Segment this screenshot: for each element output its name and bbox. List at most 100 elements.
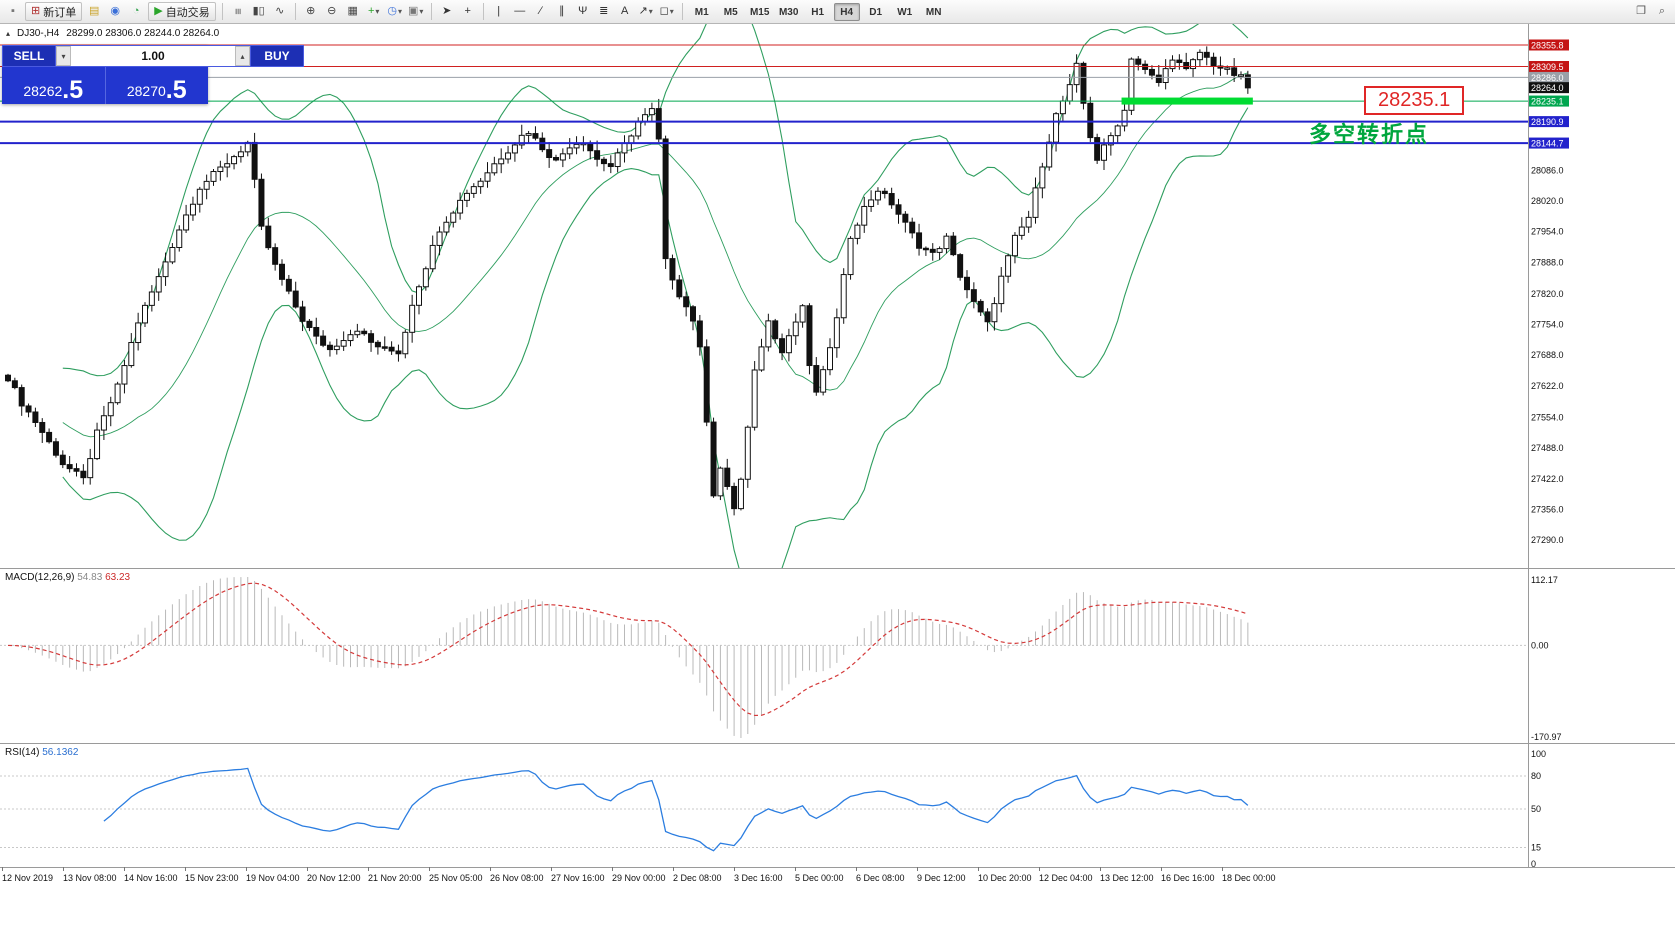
expand-icon[interactable]: ▴ bbox=[6, 29, 11, 38]
price-tick: 27422.0 bbox=[1531, 474, 1564, 484]
price-tick: 27688.0 bbox=[1531, 350, 1564, 360]
timeframe-d1-button[interactable]: D1 bbox=[869, 6, 883, 18]
time-tick-label: 16 Dec 16:00 bbox=[1161, 873, 1215, 883]
macd-indicator-label: MACD(12,26,9) 54.83 63.23 bbox=[5, 572, 131, 583]
volume-input[interactable] bbox=[71, 46, 235, 66]
ohlc-values: 28299.0 28306.0 28244.0 28264.0 bbox=[66, 28, 220, 39]
arrows-icon[interactable]: ↗ ▾ bbox=[636, 2, 656, 21]
chevron-down-icon: ▾ bbox=[397, 7, 402, 16]
text-icon[interactable]: A bbox=[615, 2, 635, 21]
timeframe-h4-button[interactable]: H4 bbox=[833, 2, 860, 21]
rsi-axis-tick: 0 bbox=[1531, 859, 1536, 869]
time-tick-label: 19 Nov 04:00 bbox=[246, 873, 300, 883]
rsi-axis-tick: 100 bbox=[1531, 749, 1546, 759]
time-tick-label: 9 Dec 12:00 bbox=[917, 873, 966, 883]
price-tick: 28086.0 bbox=[1531, 165, 1564, 175]
new-order-button[interactable]: ⊞ 新订单 bbox=[25, 2, 83, 21]
terminal-icon[interactable]: ◔ bbox=[126, 2, 146, 21]
time-tick-label: 12 Nov 2019 bbox=[2, 873, 53, 883]
new-chart-icon[interactable]: ❐ bbox=[1631, 2, 1651, 21]
price-line-label bbox=[1529, 71, 1569, 83]
time-tick-label: 2 Dec 08:00 bbox=[673, 873, 722, 883]
volume-field: ▾ ▴ bbox=[56, 45, 250, 67]
chevron-down-icon: ▾ bbox=[669, 7, 674, 16]
templates-icon-glyph: ▣ bbox=[407, 5, 419, 17]
macd-signal-line bbox=[7, 582, 1249, 717]
search-icon[interactable]: ⌕ bbox=[1652, 2, 1672, 21]
ask-main-digits: 28270 bbox=[126, 83, 166, 99]
line-chart-icon[interactable]: ∿ bbox=[270, 2, 290, 21]
horizontal-line-icon[interactable]: — bbox=[510, 2, 530, 21]
price-tick: 27554.0 bbox=[1531, 412, 1564, 422]
svg-text:28286.0: 28286.0 bbox=[1531, 73, 1564, 83]
indicators-icon[interactable]: + ▾ bbox=[364, 2, 384, 21]
market-watch-icon[interactable]: ▤ bbox=[84, 2, 104, 21]
timeframe-m30-button[interactable]: M30 bbox=[778, 6, 799, 18]
turning-point-note[interactable]: 多空转折点 bbox=[1309, 122, 1430, 147]
bar-chart-icon[interactable]: ≡ bbox=[228, 2, 248, 21]
macd-histogram bbox=[14, 577, 1249, 738]
autotrade-button[interactable]: ▶ 自动交易 bbox=[148, 2, 216, 21]
timeframe-m15-button[interactable]: M15 bbox=[749, 6, 770, 18]
terminal-icon-glyph: ◔ bbox=[132, 5, 140, 17]
timeframe-m1-button[interactable]: M1 bbox=[694, 6, 709, 18]
zoom-in-icon[interactable]: ⊕ bbox=[301, 2, 321, 21]
time-tick-label: 26 Nov 08:00 bbox=[490, 873, 544, 883]
candle-chart-icon-glyph: ▮▯ bbox=[252, 5, 265, 17]
time-tick-label: 14 Nov 16:00 bbox=[124, 873, 178, 883]
timeframe-mn-button[interactable]: MN bbox=[925, 6, 942, 18]
app-icon-glyph: ▪ bbox=[11, 5, 15, 17]
chevron-down-icon: ▾ bbox=[648, 7, 653, 16]
shapes-icon[interactable]: ◻ ▾ bbox=[657, 2, 677, 21]
volume-increase-button[interactable]: ▴ bbox=[235, 46, 250, 66]
volume-decrease-button[interactable]: ▾ bbox=[56, 46, 71, 66]
time-tick-label: 15 Nov 23:00 bbox=[185, 873, 239, 883]
toolbar-separator bbox=[221, 3, 223, 20]
one-click-trading-panel: SELL ▾ ▴ BUY 28262.5 28270.5 bbox=[2, 45, 304, 104]
vertical-line-icon[interactable]: | bbox=[489, 2, 509, 21]
periods-icon[interactable]: ◷ ▾ bbox=[385, 2, 405, 21]
price-axis[interactable]: 28086.0 28020.0 27954.0 27888.0 27820.0 27754… bbox=[1531, 165, 1564, 545]
time-tick-label: 21 Nov 20:00 bbox=[368, 873, 422, 883]
templates-icon[interactable]: ▣ ▾ bbox=[406, 2, 426, 21]
svg-text:28235.1: 28235.1 bbox=[1531, 97, 1564, 107]
price-annotation-box[interactable]: 28235.1 bbox=[1364, 86, 1465, 115]
channel-icon[interactable]: ∥ bbox=[552, 2, 572, 21]
support-highlight[interactable] bbox=[1121, 97, 1253, 105]
svg-text:28309.5: 28309.5 bbox=[1531, 62, 1564, 72]
cursor-icon[interactable]: ➤ bbox=[437, 2, 457, 21]
navigator-icon[interactable]: ◉ bbox=[105, 2, 125, 21]
ask-price[interactable]: 28270.5 bbox=[105, 67, 208, 104]
line-chart-icon-glyph: ∿ bbox=[275, 5, 285, 17]
time-tick-label: 25 Nov 05:00 bbox=[429, 873, 483, 883]
zoom-out-icon[interactable]: ⊖ bbox=[322, 2, 342, 21]
price-line-label bbox=[1529, 61, 1569, 73]
crosshair-icon[interactable]: + bbox=[458, 2, 478, 21]
pitchfork-icon[interactable]: Ψ bbox=[573, 2, 593, 21]
time-tick-label: 10 Dec 20:00 bbox=[978, 873, 1032, 883]
timeframe-h1-button[interactable]: H1 bbox=[811, 6, 825, 18]
candle-chart-icon[interactable]: ▮▯ bbox=[249, 2, 269, 21]
price-tick: 27888.0 bbox=[1531, 257, 1564, 267]
indicators-icon-glyph: + bbox=[367, 5, 375, 17]
bid-price[interactable]: 28262.5 bbox=[2, 67, 106, 104]
sell-button[interactable]: SELL bbox=[2, 45, 56, 67]
app-icon[interactable]: ▪ bbox=[3, 2, 23, 21]
timeframe-w1-button[interactable]: W1 bbox=[897, 6, 913, 18]
trendline-icon-glyph: ∕ bbox=[539, 5, 542, 17]
rsi-axis-tick: 15 bbox=[1531, 843, 1541, 853]
time-tick-label: 29 Nov 00:00 bbox=[612, 873, 666, 883]
tile-windows-icon-glyph: ▦ bbox=[347, 5, 358, 17]
time-tick-label: 3 Dec 16:00 bbox=[734, 873, 783, 883]
timeframe-m5-button[interactable]: M5 bbox=[723, 6, 738, 18]
ask-big-digit: .5 bbox=[165, 75, 187, 104]
tile-windows-icon[interactable]: ▦ bbox=[343, 2, 363, 21]
time-tick-label: 13 Nov 08:00 bbox=[63, 873, 117, 883]
time-axis[interactable]: 12 Nov 2019 13 Nov 08:00 14 Nov 16:00 15 No… bbox=[2, 867, 1276, 883]
trendline-icon[interactable]: ∕ bbox=[531, 2, 551, 21]
buy-button[interactable]: BUY bbox=[250, 45, 304, 67]
fibonacci-icon[interactable]: ≣ bbox=[594, 2, 614, 21]
time-tick-label: 27 Nov 16:00 bbox=[551, 873, 605, 883]
